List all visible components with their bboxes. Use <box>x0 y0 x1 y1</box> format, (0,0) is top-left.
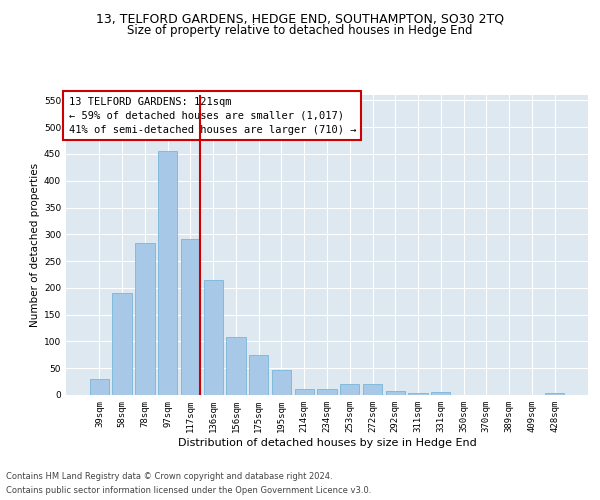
Text: Contains public sector information licensed under the Open Government Licence v3: Contains public sector information licen… <box>6 486 371 495</box>
X-axis label: Distribution of detached houses by size in Hedge End: Distribution of detached houses by size … <box>178 438 476 448</box>
Bar <box>295 388 314 395</box>
Bar <box>340 384 359 395</box>
Y-axis label: Number of detached properties: Number of detached properties <box>30 163 40 327</box>
Bar <box>226 336 245 395</box>
Bar <box>545 393 564 395</box>
Bar <box>90 379 109 395</box>
Bar <box>158 150 178 395</box>
Bar <box>249 355 268 395</box>
Bar <box>272 370 291 395</box>
Bar <box>181 239 200 395</box>
Bar <box>386 390 405 395</box>
Bar <box>135 244 155 395</box>
Bar <box>431 392 451 395</box>
Bar <box>317 389 337 395</box>
Bar <box>409 393 428 395</box>
Bar <box>112 293 132 395</box>
Text: Size of property relative to detached houses in Hedge End: Size of property relative to detached ho… <box>127 24 473 37</box>
Bar <box>363 384 382 395</box>
Text: 13 TELFORD GARDENS: 121sqm
← 59% of detached houses are smaller (1,017)
41% of s: 13 TELFORD GARDENS: 121sqm ← 59% of deta… <box>68 96 356 134</box>
Text: Contains HM Land Registry data © Crown copyright and database right 2024.: Contains HM Land Registry data © Crown c… <box>6 472 332 481</box>
Bar <box>203 280 223 395</box>
Text: 13, TELFORD GARDENS, HEDGE END, SOUTHAMPTON, SO30 2TQ: 13, TELFORD GARDENS, HEDGE END, SOUTHAMP… <box>96 12 504 26</box>
